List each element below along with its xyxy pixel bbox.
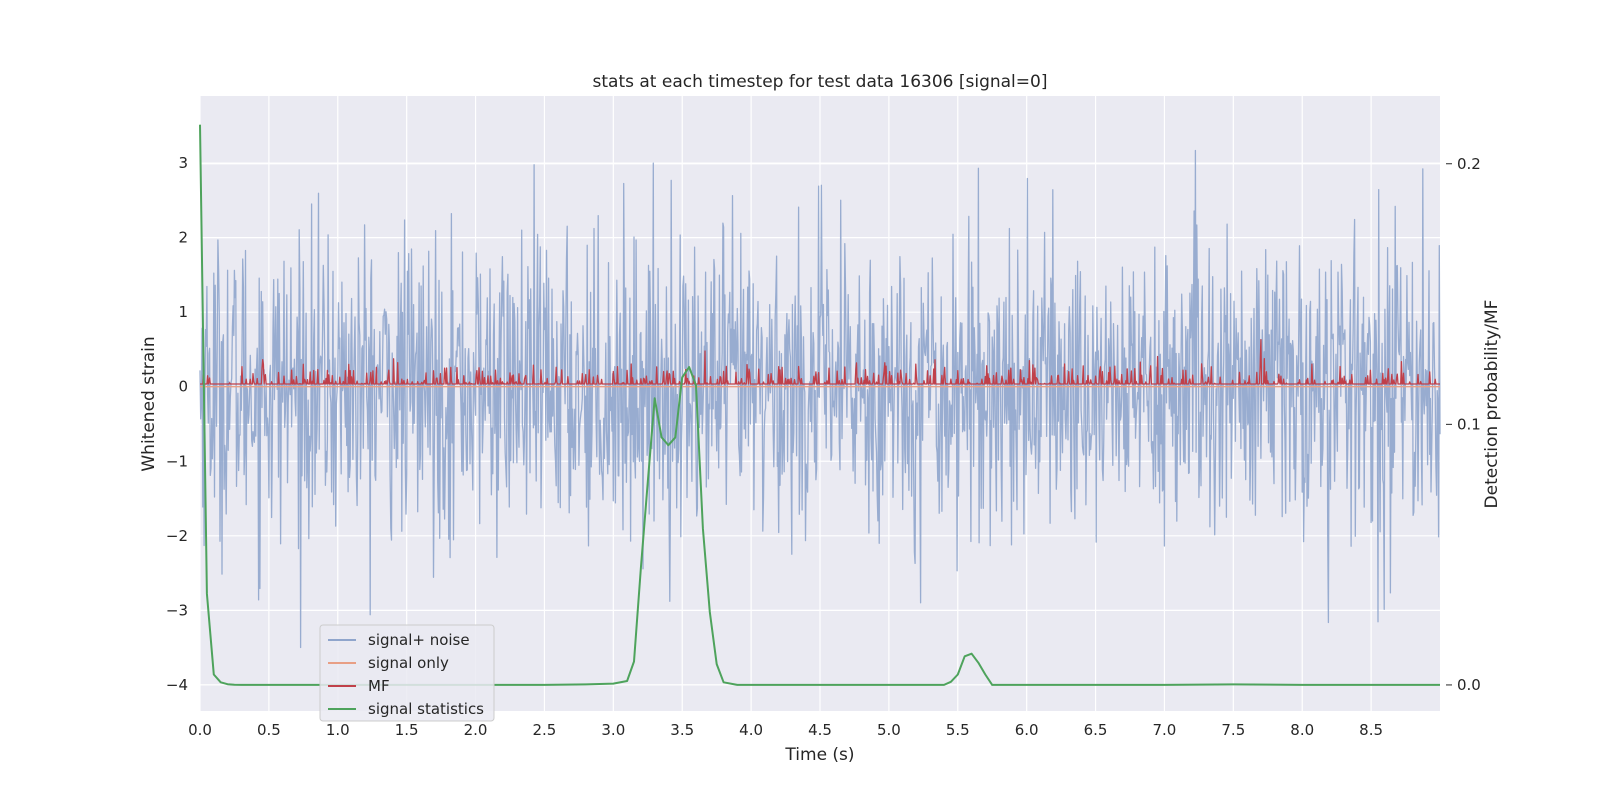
x-tick-label: 3.5 <box>670 721 694 739</box>
x-tick-label: 3.0 <box>601 721 625 739</box>
y-left-tick-label: 1 <box>178 303 188 321</box>
x-tick-label: 8.5 <box>1359 721 1383 739</box>
legend-label-mf: MF <box>368 677 390 695</box>
y-left-tick-label: −4 <box>166 676 188 694</box>
series-layer <box>199 124 1441 686</box>
y-left-tick-label: 0 <box>178 378 188 396</box>
x-tick-label: 4.0 <box>739 721 763 739</box>
x-tick-label: 7.5 <box>1221 721 1245 739</box>
x-tick-label: 2.0 <box>464 721 488 739</box>
axis-ticks: 0.0 0.5 1.0 1.5 2.0 2.5 3.0 3.5 4.0 4.5 5.0 5.5 6.0 6… <box>166 154 1481 739</box>
x-tick-label: 1.5 <box>395 721 419 739</box>
x-tick-label: 4.5 <box>808 721 832 739</box>
chart-legend: signal+ noise signal only MF signal stat… <box>319 624 495 722</box>
y-left-tick-label: 2 <box>178 229 188 247</box>
x-tick-label: 0.5 <box>257 721 281 739</box>
series-line-signal-statistics <box>199 124 1440 686</box>
y-left-tick-label: 3 <box>178 154 188 172</box>
x-tick-label: 7.0 <box>1153 721 1177 739</box>
y-axis-left-label: Whitened strain <box>139 336 159 471</box>
chart-title: stats at each timestep for test data 163… <box>593 72 1048 92</box>
series-line-mf <box>200 339 1440 385</box>
x-tick-label: 0.0 <box>188 721 212 739</box>
x-tick-label: 5.0 <box>877 721 901 739</box>
x-tick-label: 8.0 <box>1290 721 1314 739</box>
x-tick-label: 6.0 <box>1015 721 1039 739</box>
legend-box <box>319 624 495 722</box>
series-line-signal-noise <box>199 149 1441 649</box>
y-left-tick-label: −1 <box>166 452 188 470</box>
x-tick-label: 2.5 <box>533 721 557 739</box>
y-right-tick-label: 0.0 <box>1457 676 1481 694</box>
y-right-tick-label: 0.2 <box>1457 155 1481 173</box>
y-left-tick-label: −2 <box>166 527 188 545</box>
x-tick-label: 6.5 <box>1084 721 1108 739</box>
x-tick-label: 5.5 <box>946 721 970 739</box>
y-axis-right-label: Detection probability/MF <box>1482 300 1502 509</box>
y-left-tick-label: −3 <box>166 601 188 619</box>
x-tick-label: 1.0 <box>326 721 350 739</box>
x-axis-label: Time (s) <box>784 745 854 765</box>
legend-label-signal-only: signal only <box>368 654 449 672</box>
y-right-tick-label: 0.1 <box>1457 415 1481 433</box>
legend-label-signal-statistics: signal statistics <box>368 700 484 718</box>
legend-label-signal-noise: signal+ noise <box>368 631 470 649</box>
